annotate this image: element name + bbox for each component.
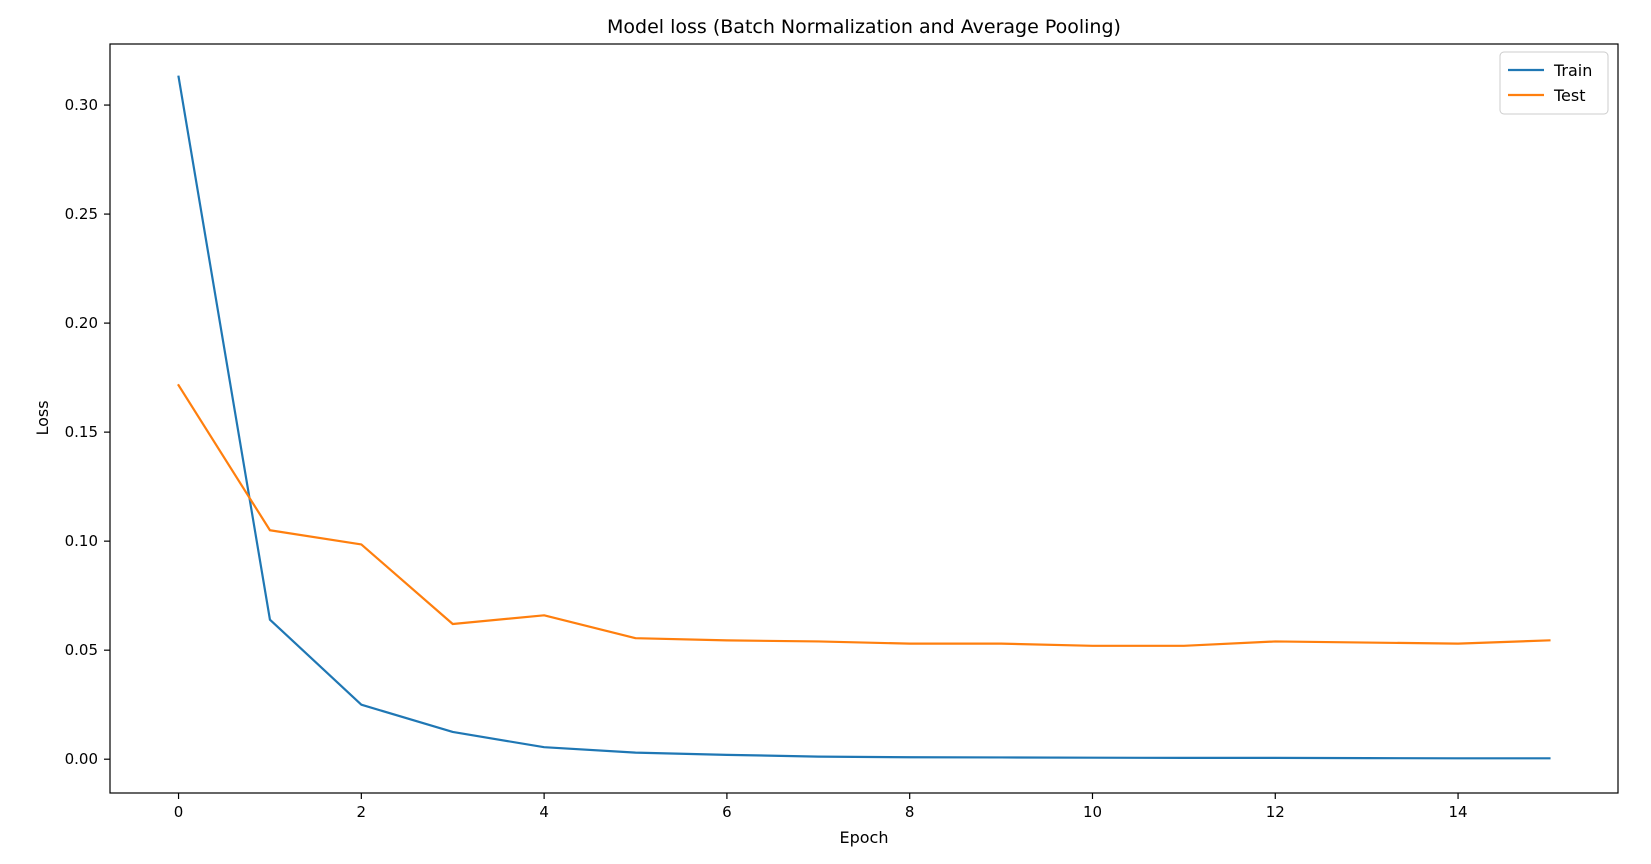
- x-axis: 0 2 4 6 8 10 12 14: [174, 793, 1468, 821]
- y-axis-label: Loss: [33, 400, 52, 435]
- y-tick-label: 0.10: [65, 532, 98, 550]
- x-axis-label: Epoch: [840, 828, 889, 847]
- y-tick-label: 0.00: [65, 750, 98, 768]
- x-tick-label: 14: [1449, 803, 1468, 821]
- y-tick-label: 0.15: [65, 423, 98, 441]
- legend: Train Test: [1499, 51, 1609, 115]
- legend-label-train: Train: [1553, 61, 1592, 80]
- chart-title: Model loss (Batch Normalization and Aver…: [607, 16, 1121, 38]
- x-tick-label: 0: [174, 803, 184, 821]
- series-line-train: [177, 75, 1551, 760]
- x-tick-label: 6: [722, 803, 732, 821]
- x-tick-label: 4: [539, 803, 549, 821]
- legend-label-test: Test: [1553, 86, 1586, 105]
- x-tick-label: 8: [905, 803, 915, 821]
- x-tick-label: 10: [1083, 803, 1102, 821]
- y-axis: 0.00 0.05 0.10 0.15 0.20 0.25 0.30: [65, 96, 110, 768]
- x-tick-label: 12: [1266, 803, 1285, 821]
- plot-area: [109, 43, 1619, 794]
- legend-box: [1499, 51, 1609, 115]
- series-lines: [177, 75, 1551, 760]
- series-line-test: [177, 383, 1551, 647]
- y-tick-label: 0.05: [65, 641, 98, 659]
- y-tick-label: 0.25: [65, 205, 98, 223]
- y-tick-label: 0.20: [65, 314, 98, 332]
- y-tick-label: 0.30: [65, 96, 98, 114]
- x-tick-label: 2: [357, 803, 367, 821]
